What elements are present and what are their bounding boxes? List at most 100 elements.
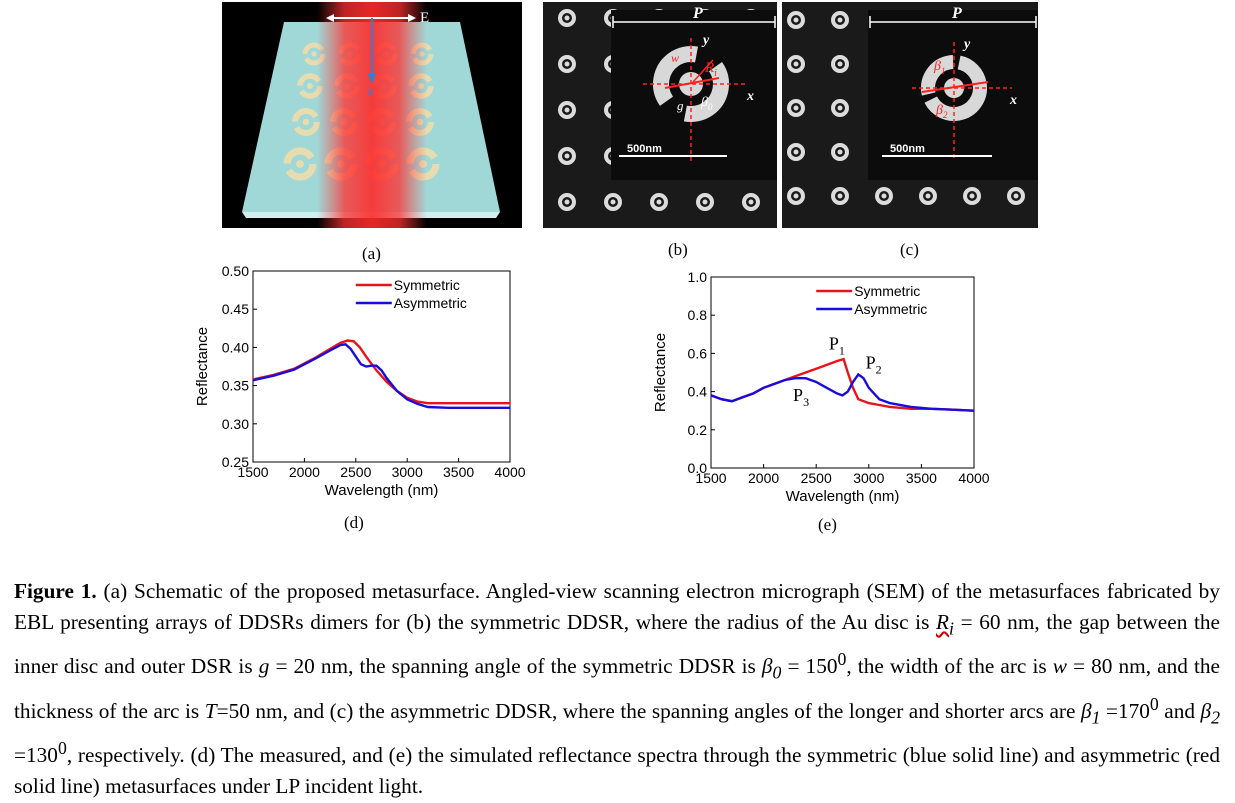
scale-bar-label: 500nm xyxy=(627,143,662,155)
sem-resonator-disc xyxy=(610,199,616,205)
scale-bar-label: 500nm xyxy=(890,143,925,155)
sem-resonator xyxy=(787,11,805,29)
k-vector-label: k xyxy=(368,84,374,99)
x-tick-label: 2500 xyxy=(340,464,371,480)
figure-caption: Figure 1. (a) Schematic of the proposed … xyxy=(14,579,1221,799)
w-label: w xyxy=(671,51,679,65)
sem-resonator-disc xyxy=(793,105,799,111)
sem-resonator-disc xyxy=(793,193,799,199)
svg-text:β2: β2 xyxy=(935,103,948,120)
sem-resonator-disc xyxy=(837,193,843,199)
sem-resonator-disc xyxy=(837,149,843,155)
beta1-label: β xyxy=(933,59,941,74)
sem-resonator xyxy=(831,11,849,29)
y-tick-label: 0.30 xyxy=(222,416,249,432)
sem-resonator xyxy=(787,143,805,161)
beta1-sub: 1 xyxy=(941,66,946,76)
plot-frame xyxy=(710,276,975,469)
x-tick-label: 3500 xyxy=(906,470,937,486)
x-axis-label: x xyxy=(1009,93,1017,108)
svg-text:β1: β1 xyxy=(933,59,945,76)
panel-label-d: (d) xyxy=(344,513,364,532)
sem-resonator xyxy=(558,193,576,211)
sem-resonator-disc xyxy=(793,17,799,23)
y-tick-label: 0.8 xyxy=(688,307,708,323)
legend-label: Asymmetric xyxy=(394,295,467,311)
y-tick-label: 0.25 xyxy=(222,454,249,470)
series-line-symmetric xyxy=(710,357,975,412)
legend-label: Symmetric xyxy=(394,277,460,293)
sem-resonator-disc xyxy=(564,107,570,113)
sem-resonator xyxy=(963,187,981,205)
x-tick-label: 1500 xyxy=(237,464,268,480)
resonator-disc xyxy=(302,118,310,126)
x-tick-label: 4000 xyxy=(958,470,989,486)
panel-label-c: (c) xyxy=(900,240,919,259)
figure-label: Figure 1. xyxy=(14,579,97,603)
sem-resonator xyxy=(787,99,805,117)
sem-resonator-disc xyxy=(837,61,843,67)
panel-label-a: (a) xyxy=(362,244,381,263)
x-tick-label: 3500 xyxy=(443,464,474,480)
resonator xyxy=(283,147,317,181)
sem-resonator xyxy=(558,9,576,27)
y-tick-label: 0.40 xyxy=(222,339,249,355)
sem-resonator-disc xyxy=(1013,193,1019,199)
plot-frame xyxy=(252,270,511,463)
panel-label-e: (e) xyxy=(818,515,837,534)
panel-b-sem-symmetric: P y x w Ri g β0 500nm xyxy=(543,2,777,228)
y-axis-label: y xyxy=(701,33,710,48)
sem-resonator xyxy=(831,187,849,205)
x-tick-label: 2500 xyxy=(801,470,832,486)
y-axis-label: y xyxy=(962,37,971,52)
resonator-disc xyxy=(311,51,317,57)
chart-e-simulated-reflectance: 1500 2000 2500 3000 3500 4000 0.0 0.2 0.4 0.6 0.8 1… xyxy=(652,269,990,505)
resonator-disc xyxy=(296,160,304,168)
x-tick-label: 4000 xyxy=(494,464,525,480)
sem-resonator xyxy=(558,101,576,119)
sem-resonator-disc xyxy=(793,149,799,155)
sem-resonator xyxy=(875,187,893,205)
panel-c-sem-asymmetric: P y x β1 β2 500nm xyxy=(782,2,1038,228)
resonator-disc xyxy=(307,83,313,89)
g-label: g xyxy=(677,98,684,113)
x-axis-title: Wavelength (nm) xyxy=(325,482,439,499)
chart-d-measured-reflectance: 1500 2000 2500 3000 3500 4000 0.25 0.30 0.35 0.40… xyxy=(194,263,526,499)
legend-label: Symmetric xyxy=(854,283,920,299)
period-label: P xyxy=(692,5,703,22)
sem-resonator-disc xyxy=(969,193,975,199)
sem-resonator-disc xyxy=(564,199,570,205)
y-tick-label: 0.0 xyxy=(688,460,708,476)
y-tick-label: 0.6 xyxy=(688,345,708,361)
x-tick-label: 3000 xyxy=(392,464,423,480)
sem-resonator-disc xyxy=(925,193,931,199)
sem-resonator-disc xyxy=(793,61,799,67)
e-field-label: E xyxy=(420,10,429,26)
sem-resonator xyxy=(558,147,576,165)
y-axis-title: Reflectance xyxy=(194,327,211,406)
sem-resonator-disc xyxy=(748,199,754,205)
panel-a-schematic: E k xyxy=(222,2,522,228)
y-tick-label: 0.35 xyxy=(222,378,249,394)
beta2-label: β xyxy=(935,103,943,118)
y-tick-label: 0.50 xyxy=(222,263,249,279)
sem-resonator xyxy=(650,193,668,211)
beta0-sub: 0 xyxy=(708,102,713,112)
sem-resonator xyxy=(604,193,622,211)
x-tick-label: 2000 xyxy=(289,464,320,480)
x-tick-label: 2000 xyxy=(748,470,779,486)
x-axis-label: x xyxy=(746,89,754,104)
sem-resonator xyxy=(558,55,576,73)
sem-resonator-disc xyxy=(656,199,662,205)
beta2-sub: 2 xyxy=(943,110,948,120)
sem-resonator xyxy=(831,143,849,161)
y-tick-label: 0.4 xyxy=(688,384,708,400)
sem-resonator-disc xyxy=(837,105,843,111)
ri-sub: i xyxy=(714,68,717,79)
sem-resonator-disc xyxy=(564,15,570,21)
series-line-asymmetric xyxy=(252,343,510,409)
sem-resonator xyxy=(742,193,760,211)
sem-resonator-disc xyxy=(702,199,708,205)
sem-resonator xyxy=(919,187,937,205)
x-axis-title: Wavelength (nm) xyxy=(786,488,900,505)
